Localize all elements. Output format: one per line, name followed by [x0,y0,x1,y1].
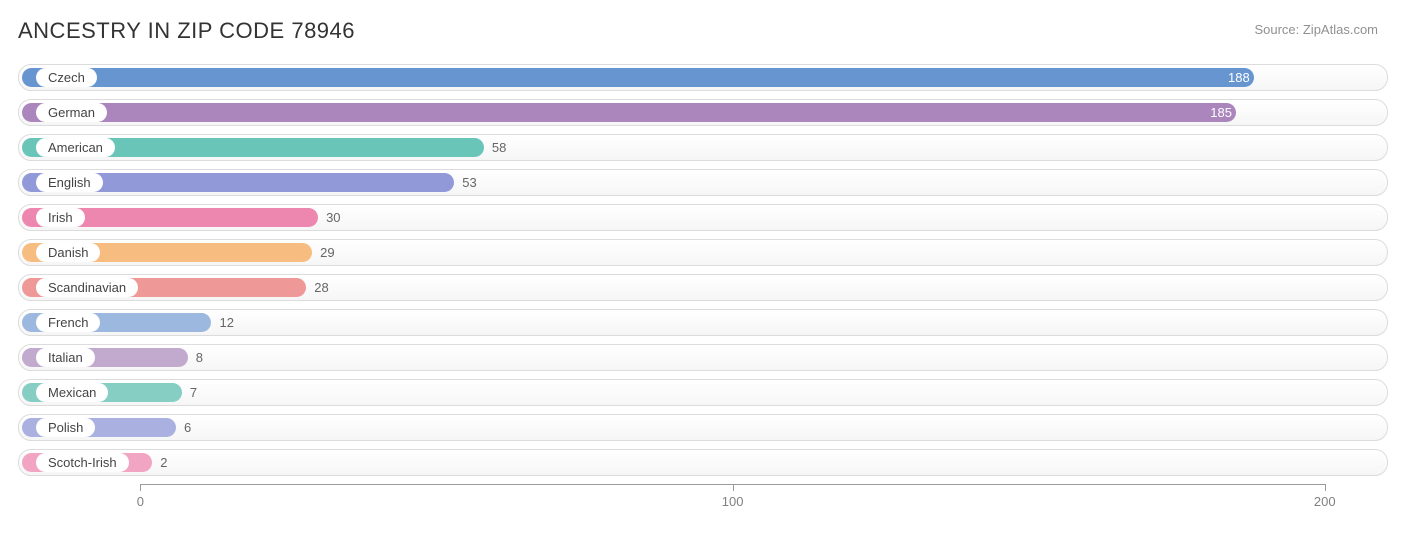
bar-value-label: 8 [196,344,203,371]
axis-tick [140,484,141,491]
chart-plot-area: Czech 188 German 185 American 58 English 53 Iris… [18,64,1388,476]
bar-row: German 185 [18,99,1388,126]
bar-track [18,414,1388,441]
bar-value-label: 188 [1214,64,1250,91]
bar-row: Irish 30 [18,204,1388,231]
bar-row: Scandinavian 28 [18,274,1388,301]
bar-fill [22,103,1236,122]
bar-row: Czech 188 [18,64,1388,91]
axis-tick-label: 200 [1314,494,1336,509]
chart-title: ANCESTRY IN ZIP CODE 78946 [18,18,355,44]
bar-category-label: Czech [36,68,97,87]
bar-fill [22,68,1254,87]
bar-value-label: 2 [160,449,167,476]
bar-value-label: 28 [314,274,328,301]
bar-row: Italian 8 [18,344,1388,371]
bar-category-label: English [36,173,103,192]
bar-track [18,449,1388,476]
bar-category-label: Danish [36,243,100,262]
bar-value-label: 7 [190,379,197,406]
bar-track [18,379,1388,406]
bar-value-label: 30 [326,204,340,231]
bar-row: Mexican 7 [18,379,1388,406]
bar-category-label: German [36,103,107,122]
bar-category-label: Irish [36,208,85,227]
axis-tick-label: 0 [137,494,144,509]
bar-value-label: 185 [1196,99,1232,126]
bar-category-label: Scotch-Irish [36,453,129,472]
bar-category-label: Italian [36,348,95,367]
axis-tick [733,484,734,491]
bar-category-label: Mexican [36,383,108,402]
bar-category-label: Scandinavian [36,278,138,297]
bar-category-label: American [36,138,115,157]
bar-row: Polish 6 [18,414,1388,441]
bar-row: American 58 [18,134,1388,161]
bar-value-label: 12 [219,309,233,336]
axis-tick-label: 100 [722,494,744,509]
bar-value-label: 6 [184,414,191,441]
bar-row: Danish 29 [18,239,1388,266]
bar-row: Scotch-Irish 2 [18,449,1388,476]
bar-category-label: Polish [36,418,95,437]
axis-tick [1325,484,1326,491]
bar-track [18,344,1388,371]
bar-value-label: 58 [492,134,506,161]
bar-value-label: 53 [462,169,476,196]
bar-row: French 12 [18,309,1388,336]
source-attribution: Source: ZipAtlas.com [1254,18,1388,37]
x-axis: 0 100 200 [18,484,1388,524]
bar-category-label: French [36,313,100,332]
header: ANCESTRY IN ZIP CODE 78946 Source: ZipAt… [18,18,1388,44]
chart-container: ANCESTRY IN ZIP CODE 78946 Source: ZipAt… [0,0,1406,535]
bar-row: English 53 [18,169,1388,196]
bar-value-label: 29 [320,239,334,266]
